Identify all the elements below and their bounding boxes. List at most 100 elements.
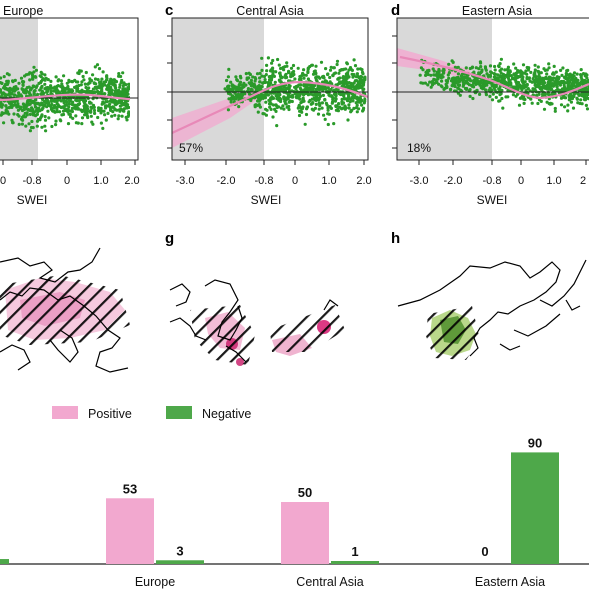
scatter-point <box>247 76 251 80</box>
scatter-point <box>444 82 448 86</box>
scatter-point <box>278 86 282 90</box>
scatter-point <box>520 73 524 77</box>
scatter-point <box>44 129 48 133</box>
scatter-point <box>253 76 257 80</box>
scatter-point <box>461 84 465 88</box>
scatter-point <box>128 82 130 86</box>
scatter-point <box>536 101 540 106</box>
scatter-point <box>0 113 3 117</box>
scatter-point <box>446 73 450 77</box>
scatter-point <box>566 103 570 107</box>
scatter-point <box>464 87 468 91</box>
scatter-point <box>352 106 356 110</box>
scatter-point <box>488 64 493 68</box>
scatter-point <box>43 82 47 86</box>
scatter-point <box>458 93 462 97</box>
scatter-point <box>333 92 337 96</box>
scatter-point <box>22 115 26 119</box>
scatter-point <box>568 72 572 76</box>
scatter-point <box>118 85 122 89</box>
scatter-point <box>284 96 288 100</box>
scatter-point <box>456 65 460 69</box>
scatter-point <box>360 75 364 79</box>
scatter-point <box>274 70 278 74</box>
scatter-point <box>354 75 359 79</box>
scatter-point <box>332 72 336 76</box>
scatter-point <box>277 63 281 67</box>
scatter-point <box>54 123 58 127</box>
scatter-point <box>567 86 572 90</box>
x-axis-label-europe: SWEI <box>17 193 48 207</box>
scatter-point <box>241 83 245 87</box>
scatter-point <box>564 96 568 100</box>
scatter-point <box>515 82 519 86</box>
scatter-point <box>7 89 11 93</box>
scatter-point <box>525 83 529 87</box>
scatter-point <box>27 99 31 103</box>
scatter-point <box>244 72 248 76</box>
scatter-point <box>28 102 32 106</box>
scatter-point <box>93 90 97 94</box>
scatter-point <box>541 80 545 84</box>
scatter-point <box>310 63 314 67</box>
scatter-point <box>560 73 564 77</box>
scatter-point <box>449 87 453 91</box>
scatter-point <box>542 107 547 111</box>
scatter-point <box>531 77 535 81</box>
scatter-point <box>90 106 94 110</box>
scatter-point <box>72 103 76 107</box>
scatter-point <box>105 77 109 81</box>
scatter-point <box>253 103 257 107</box>
scatter-point <box>324 67 328 71</box>
scatter-point <box>338 80 342 84</box>
map-panels <box>0 247 587 373</box>
scatter-point <box>15 94 19 99</box>
scatter-point <box>317 107 321 111</box>
scatter-point <box>343 78 347 82</box>
scatter-point <box>22 80 26 84</box>
scatter-point <box>304 85 308 89</box>
tick-label: -3.0 <box>410 175 429 187</box>
scatter-point <box>531 87 535 91</box>
scatter-point <box>54 86 58 90</box>
scatter-point <box>60 82 64 86</box>
scatter-point <box>276 57 280 62</box>
scatter-point <box>433 73 438 77</box>
scatter-point <box>273 107 277 111</box>
scatter-point <box>311 84 315 88</box>
scatter-point <box>75 86 79 90</box>
scatter-point <box>102 109 106 113</box>
scatter-point <box>103 92 107 96</box>
scatter-point <box>104 100 108 104</box>
scatter-point <box>499 57 503 61</box>
scatter-point <box>7 73 11 77</box>
scatter-point <box>335 62 339 67</box>
scatter-point <box>320 106 324 110</box>
scatter-point <box>350 68 354 72</box>
scatter-point <box>298 83 302 87</box>
bar-value-label: 50 <box>298 485 312 500</box>
bar-value-label: 3 <box>176 543 183 558</box>
scatter-point <box>93 77 98 81</box>
scatter-point <box>303 122 307 126</box>
scatter-point <box>447 71 451 75</box>
scatter-point <box>558 82 562 86</box>
percent-label-eastern-asia: 18% <box>407 141 431 155</box>
scatter-point <box>234 75 238 79</box>
scatter-point <box>453 79 457 83</box>
scatter-point <box>494 95 498 99</box>
scatter-point <box>285 61 289 65</box>
scatter-point <box>361 82 366 87</box>
scatter-point <box>351 99 355 103</box>
scatter-point <box>306 87 310 91</box>
scatter-point <box>253 79 257 83</box>
scatter-point <box>474 66 478 70</box>
scatter-point <box>43 118 48 122</box>
scatter-point <box>428 80 432 84</box>
scatter-point <box>226 75 230 79</box>
scatter-point <box>314 102 318 106</box>
tick-label: 2.0 <box>356 175 371 187</box>
scatter-point <box>423 81 427 85</box>
scatter-point <box>73 78 77 82</box>
scatter-point <box>5 79 9 83</box>
